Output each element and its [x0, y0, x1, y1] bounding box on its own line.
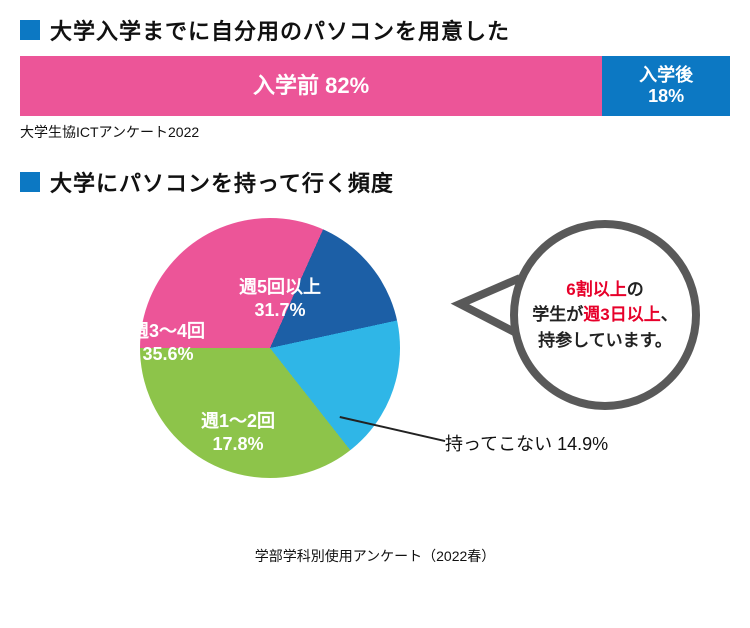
section2-source: 学部学科別使用アンケート（2022春）: [20, 546, 730, 566]
pie-label-3: 週3〜4回35.6%: [131, 320, 205, 365]
frequency-pie-area: 週5回以上31.7% 持ってこない 14.9% 週1〜2回17.8% 週3〜4回35.…: [20, 208, 730, 538]
callout-bubble: 6割以上の学生が週3日以上、持参しています。: [510, 220, 700, 410]
section1-source: 大学生協ICTアンケート2022: [20, 122, 730, 142]
callout-text: 6割以上の学生が週3日以上、持参しています。: [532, 277, 677, 354]
square-marker-icon: [20, 172, 40, 192]
pie-external-label: 持ってこない 14.9%: [445, 430, 608, 456]
timing-stacked-bar: 入学前 82%入学後 18%: [20, 56, 730, 116]
bar-segment-0: 入学前 82%: [20, 56, 602, 116]
section2-heading: 大学にパソコンを持って行く頻度: [20, 166, 730, 198]
bar-segment-1: 入学後 18%: [602, 56, 730, 116]
section1-title: 大学入学までに自分用のパソコンを用意した: [50, 14, 510, 46]
pie-label-0: 週5回以上31.7%: [239, 276, 321, 321]
pie-label-2: 週1〜2回17.8%: [201, 410, 275, 455]
section2-title: 大学にパソコンを持って行く頻度: [50, 166, 394, 198]
section1-heading: 大学入学までに自分用のパソコンを用意した: [20, 14, 730, 46]
square-marker-icon: [20, 20, 40, 40]
